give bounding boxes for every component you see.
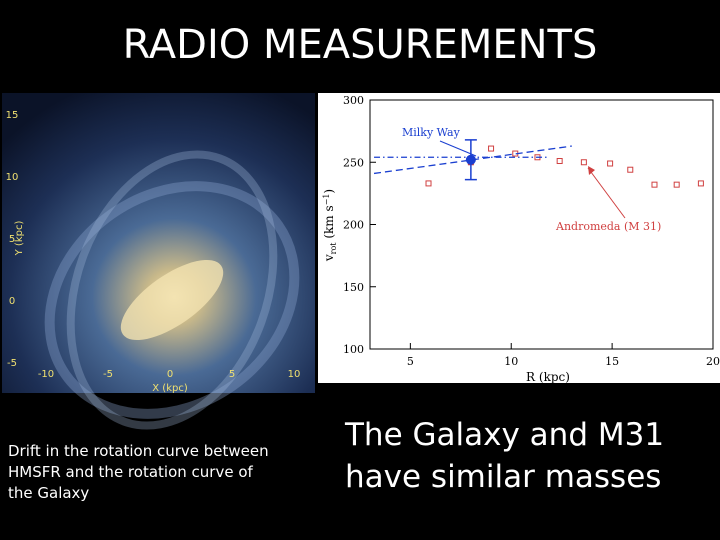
- y-axis-label-part: ): [322, 189, 336, 194]
- annotation-arrow: [587, 167, 626, 219]
- x-axis-label: R (kpc): [526, 370, 570, 384]
- data-point: [607, 160, 614, 167]
- annotation-arrow: [439, 140, 477, 157]
- galaxy-x-tick: 0: [167, 369, 173, 380]
- galaxy-bulge: [120, 259, 224, 341]
- x-tick-label: 20: [706, 355, 720, 368]
- galaxy-x-tick: 5: [229, 369, 235, 380]
- data-point: [488, 145, 495, 152]
- data-point: [697, 180, 704, 187]
- y-axis-label-part: (km s: [322, 205, 336, 242]
- galaxy-y-tick: 10: [6, 172, 19, 183]
- left-caption: Drift in the rotation curve between HMSF…: [8, 442, 269, 502]
- galaxy-image: [2, 93, 315, 430]
- galaxy-x-tick: -5: [103, 369, 113, 380]
- spiral-arm: [66, 150, 278, 430]
- data-point: [425, 180, 432, 187]
- caption-line: Drift in the rotation curve between: [8, 442, 269, 460]
- chart-panel: [318, 93, 720, 383]
- x-tick-label: 10: [504, 355, 518, 368]
- right-caption: The Galaxy and M31 have similar masses: [344, 417, 664, 495]
- data-point: [556, 158, 563, 165]
- y-axis-label: vrot (km s−1): [322, 189, 338, 262]
- galaxy-x-tick: -10: [38, 369, 54, 380]
- galaxy-x-tick: 10: [288, 369, 301, 380]
- y-tick-label: 200: [343, 219, 364, 232]
- x-tick-label: 15: [605, 355, 619, 368]
- annotation: Milky Way: [402, 126, 461, 139]
- galaxy-y-tick: 5: [9, 234, 15, 245]
- annotation: Andromeda (M 31): [555, 220, 661, 233]
- galaxy-y-tick: -5: [7, 358, 17, 369]
- data-point: [580, 159, 587, 166]
- galaxy-y-label: Y (kpc): [14, 221, 25, 257]
- data-point: [627, 166, 634, 173]
- y-tick-label: 150: [343, 281, 364, 294]
- caption-line: HMSFR and the rotation curve of: [8, 463, 253, 481]
- fit-line: [373, 145, 572, 175]
- y-axis-label-part: −1: [322, 194, 331, 206]
- y-axis-label-part: v: [322, 254, 336, 262]
- x-tick-label: 5: [407, 355, 414, 368]
- data-point: [673, 181, 680, 188]
- y-tick-label: 250: [343, 156, 364, 169]
- galaxy-y-tick: 15: [6, 110, 19, 121]
- annotation-arrowhead: [588, 166, 595, 175]
- galaxy-x-label: X (kpc): [152, 383, 188, 394]
- spiral-arm: [44, 181, 300, 419]
- y-tick-label: 100: [343, 343, 364, 356]
- galaxy-y-tick: 0: [9, 296, 15, 307]
- data-point: [651, 181, 658, 188]
- caption-line: the Galaxy: [8, 484, 89, 502]
- caption-line: The Galaxy and M31: [344, 417, 664, 453]
- y-tick-label: 300: [343, 94, 364, 107]
- caption-line: have similar masses: [345, 459, 661, 495]
- galaxy-background: [2, 93, 315, 393]
- y-axis-label-part: rot: [329, 242, 338, 255]
- slide-title: RADIO MEASUREMENTS: [123, 22, 598, 68]
